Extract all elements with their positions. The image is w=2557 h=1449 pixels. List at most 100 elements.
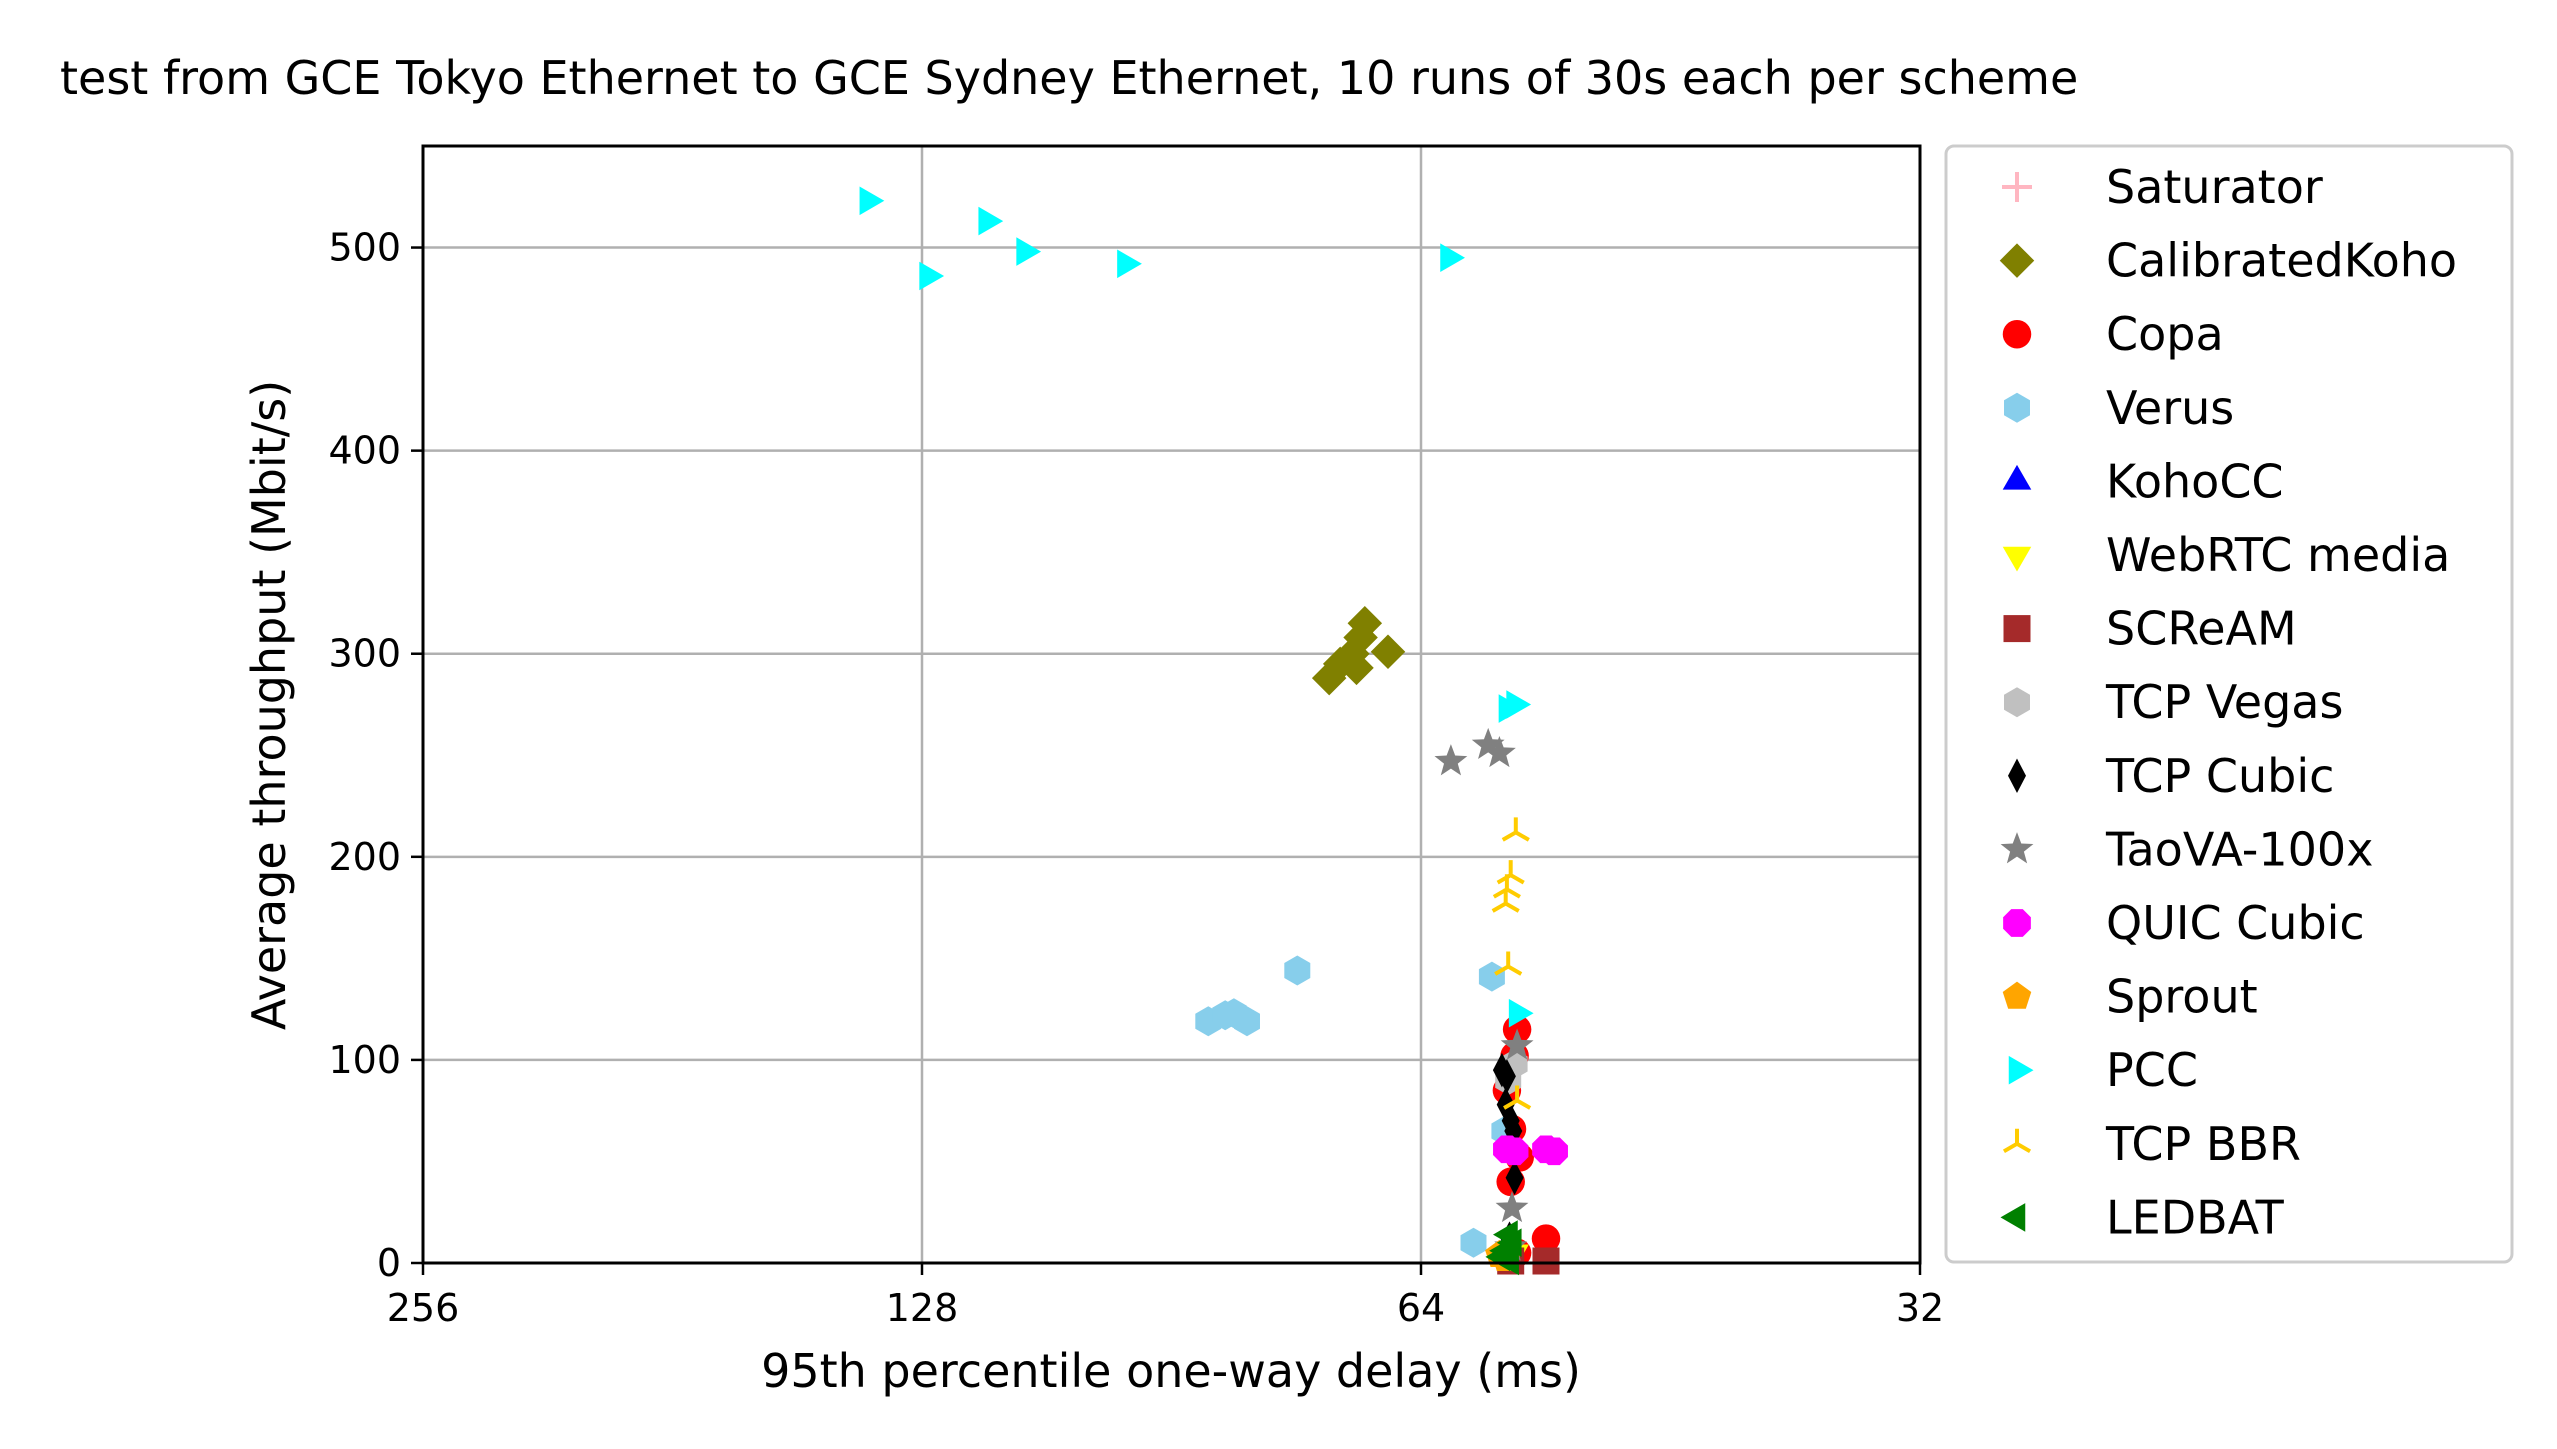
data-point xyxy=(1500,1137,1529,1166)
y-tick-label: 0 xyxy=(377,1241,401,1285)
legend-label: TCP BBR xyxy=(2105,1117,2301,1171)
legend-item: TCP Cubic xyxy=(2008,749,2334,803)
grid-lines xyxy=(423,146,1920,1263)
data-point xyxy=(919,261,945,291)
legend-marker xyxy=(2002,981,2032,1009)
data-point xyxy=(1496,860,1525,885)
legend-marker xyxy=(1999,243,2035,278)
data-point xyxy=(1478,961,1505,992)
legend-marker xyxy=(2002,319,2032,349)
chart-title: test from GCE Tokyo Ethernet to GCE Sydn… xyxy=(60,51,2078,105)
legend-item: SCReAM xyxy=(2003,602,2297,656)
data-point xyxy=(1434,744,1468,776)
data-point xyxy=(1501,817,1530,842)
legend-item: QUIC Cubic xyxy=(2003,896,2365,950)
legend-label: TCP Vegas xyxy=(2105,675,2343,729)
legend-label: Copa xyxy=(2106,307,2224,361)
legend-frame xyxy=(1944,144,2514,1264)
axis-ticks: 256 128 64 32 0 100 200 300 400 500 xyxy=(328,226,1944,1330)
data-point xyxy=(1494,1246,1519,1276)
data-point xyxy=(1540,1137,1568,1166)
legend-label: SCReAM xyxy=(2106,602,2297,656)
series-tcp-bbr xyxy=(1491,817,1532,1110)
legend-item: Verus xyxy=(2004,381,2234,435)
legend-item: CalibratedKoho xyxy=(1999,234,2457,288)
legend-marker xyxy=(2002,546,2032,572)
legend-item: Copa xyxy=(2002,307,2224,361)
series-verus xyxy=(1195,955,1518,1258)
series-pcc xyxy=(859,186,1534,1028)
x-tick-label: 32 xyxy=(1896,1286,1944,1330)
y-tick-label: 400 xyxy=(328,429,401,473)
legend-marker xyxy=(2000,1203,2026,1232)
legend-label: TCP Cubic xyxy=(2105,749,2334,803)
legend-item: LEDBAT xyxy=(2000,1190,2285,1244)
legend-label: Verus xyxy=(2106,381,2234,435)
data-point xyxy=(1482,735,1516,768)
legend-item: TCP BBR xyxy=(2002,1117,2301,1171)
legend-marker xyxy=(2004,392,2030,423)
data-point xyxy=(1016,237,1042,266)
legend-marker xyxy=(2002,1128,2032,1154)
legend-label: QUIC Cubic xyxy=(2106,896,2365,950)
x-axis-label: 95th percentile one-way delay (ms) xyxy=(761,1344,1581,1398)
legend-label: LEDBAT xyxy=(2106,1190,2285,1244)
data-point xyxy=(1500,1028,1534,1060)
y-tick-label: 100 xyxy=(328,1038,401,1082)
legend-marker xyxy=(2003,615,2031,643)
data-point xyxy=(1284,955,1311,986)
data-point xyxy=(1117,249,1142,279)
legend-marker xyxy=(2002,464,2032,490)
x-tick-label: 256 xyxy=(387,1286,460,1330)
plot-area xyxy=(859,186,1568,1276)
data-point xyxy=(1532,1247,1560,1275)
legend-item: WebRTC media xyxy=(2002,528,2450,582)
legend-label: TaoVA-100x xyxy=(2105,822,2373,876)
data-point xyxy=(1506,690,1532,719)
legend-item: TCP Vegas xyxy=(2004,675,2343,729)
legend-label: KohoCC xyxy=(2106,454,2284,508)
data-point xyxy=(1440,243,1465,272)
legend: Saturator CalibratedKoho Copa Verus KohoCC We… xyxy=(1999,160,2457,1244)
legend-item: Sprout xyxy=(2002,970,2258,1024)
legend-label: Sprout xyxy=(2106,970,2258,1024)
legend-marker xyxy=(2004,687,2030,718)
data-point xyxy=(1497,1058,1516,1094)
x-tick-label: 64 xyxy=(1397,1286,1445,1330)
plot-frame xyxy=(421,144,1922,1265)
series-quic-cubic xyxy=(1493,1135,1568,1166)
data-point xyxy=(1531,1224,1561,1253)
series-calibratedkoho xyxy=(1311,606,1406,696)
data-point xyxy=(1505,1160,1524,1195)
legend-marker xyxy=(2000,832,2034,864)
data-point xyxy=(1503,1085,1532,1110)
legend-item: Saturator xyxy=(2002,160,2323,214)
y-axis-label: Average throughput (Mbit/s) xyxy=(242,380,296,1030)
data-point xyxy=(1494,951,1523,976)
data-point xyxy=(1347,606,1383,641)
data-point xyxy=(1495,1190,1529,1223)
data-point xyxy=(1491,888,1520,913)
data-point xyxy=(1234,1006,1260,1037)
y-tick-label: 500 xyxy=(328,226,401,270)
legend-label: WebRTC media xyxy=(2106,528,2450,582)
legend-label: Saturator xyxy=(2106,160,2323,214)
legend-marker xyxy=(2002,172,2032,202)
x-tick-label: 128 xyxy=(886,1286,959,1330)
legend-label: PCC xyxy=(2106,1043,2198,1097)
legend-item: TaoVA-100x xyxy=(2000,822,2373,876)
y-tick-label: 200 xyxy=(328,835,401,879)
data-point xyxy=(859,186,885,216)
data-point xyxy=(1370,634,1406,669)
legend-marker xyxy=(2008,758,2026,794)
legend-item: PCC xyxy=(2008,1043,2198,1097)
y-tick-label: 300 xyxy=(328,632,401,676)
data-point xyxy=(1460,1227,1487,1258)
data-point xyxy=(1471,727,1505,760)
data-point xyxy=(978,206,1004,236)
legend-marker xyxy=(2008,1055,2034,1085)
data-point xyxy=(1339,650,1374,686)
legend-item: KohoCC xyxy=(2002,454,2284,508)
data-point xyxy=(1508,998,1534,1028)
